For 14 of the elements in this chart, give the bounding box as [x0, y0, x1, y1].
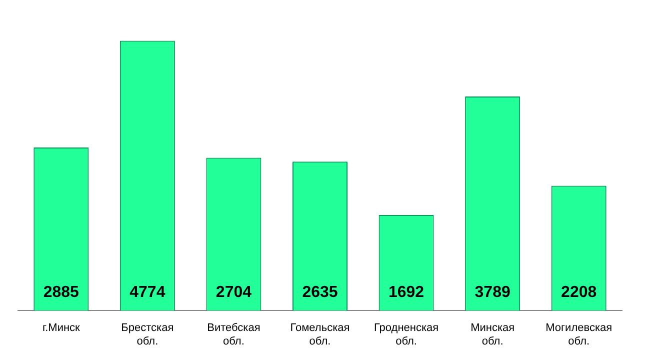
x-tick-label: Гродненская обл. — [374, 322, 439, 348]
x-tick-label: Витебская обл. — [207, 322, 260, 348]
x-tick-label: Гомельская обл. — [290, 322, 350, 348]
data-label: 3789 — [474, 284, 510, 302]
data-label: 2704 — [216, 284, 252, 302]
data-label: 2208 — [561, 284, 597, 302]
data-label: 2885 — [43, 284, 80, 302]
data-label: 1692 — [388, 284, 424, 302]
x-tick-label: г.Минск — [42, 322, 80, 334]
x-tick-label: Минская обл. — [470, 322, 515, 348]
data-label: 2635 — [302, 284, 338, 302]
x-tick-label: Могилевская обл. — [546, 322, 612, 348]
x-tick-label: Брестская обл. — [121, 322, 174, 348]
data-label: 4774 — [130, 284, 166, 302]
